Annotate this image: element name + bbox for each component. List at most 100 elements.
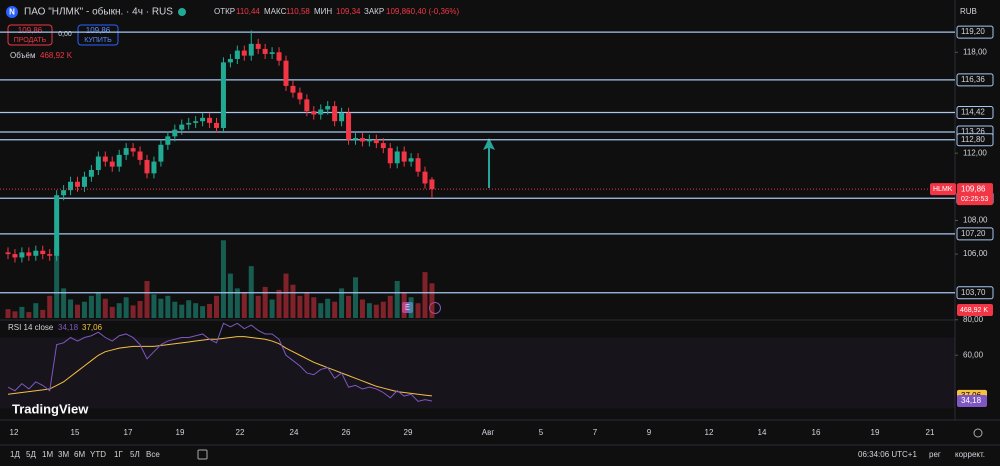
candle-body	[220, 62, 226, 128]
volume-bar	[269, 299, 275, 318]
rsi-tick-label: 80,00	[963, 315, 984, 324]
volume-bar	[429, 283, 435, 318]
volume-bar	[234, 288, 240, 318]
range-button[interactable]: 1М	[42, 450, 53, 459]
symbol-title[interactable]: ПАО "НЛМК" - обыкн. · 4ч · RUS	[24, 6, 173, 18]
volume-bar	[144, 281, 150, 318]
candle-body	[40, 250, 46, 255]
level-label: 103,70	[961, 288, 986, 297]
candle-body	[123, 148, 129, 155]
volume-bar	[19, 306, 25, 318]
earnings-letter: E	[405, 303, 410, 312]
candle-body	[311, 111, 317, 115]
volume-bar	[88, 295, 94, 318]
candle-body	[68, 181, 74, 191]
volume-bar	[401, 292, 407, 318]
range-button[interactable]: 5Л	[130, 450, 140, 459]
x-tick-label: 19	[176, 428, 185, 437]
volume-bar	[214, 295, 219, 318]
candle-body	[318, 109, 324, 115]
y-tick-label: 106,00	[963, 249, 988, 258]
range-button[interactable]: 6М	[74, 450, 85, 459]
session[interactable]: рег	[929, 450, 941, 459]
volume-bar	[297, 295, 303, 318]
calendar-icon[interactable]	[197, 449, 208, 460]
logo: TradingView	[12, 401, 89, 416]
volume-bar	[387, 295, 393, 318]
candle-body	[255, 43, 261, 49]
last-price: 109,86	[961, 184, 986, 193]
candle-body	[387, 148, 393, 164]
candle-body	[207, 117, 213, 123]
volume-bar	[54, 247, 60, 318]
volume-bar	[422, 272, 428, 318]
level-label-box	[956, 105, 994, 119]
symbol-icon-letter: N	[9, 8, 15, 17]
volume-bar	[193, 303, 199, 318]
range-button[interactable]: 1Д	[10, 450, 20, 459]
x-tick-label: 24	[290, 428, 299, 437]
candle-body	[422, 171, 428, 184]
rsi-ma-line	[7, 336, 433, 397]
volume-bar	[151, 294, 157, 318]
market-status	[178, 8, 186, 16]
range-button[interactable]: 3М	[58, 450, 69, 459]
candle-body	[75, 181, 80, 187]
candle-body	[47, 254, 53, 256]
x-tick-label: 19	[871, 428, 880, 437]
adjust[interactable]: коррект.	[955, 450, 985, 459]
ohlc-label: МИН	[314, 7, 332, 16]
candle-body	[248, 43, 254, 56]
candle-body	[179, 124, 185, 130]
rsi-title: RSI 14 close	[8, 323, 54, 332]
volume-bar	[262, 286, 268, 318]
candle-body	[276, 52, 282, 61]
candle-body	[373, 139, 379, 144]
volume-bar	[26, 312, 32, 318]
range-button[interactable]: YTD	[90, 450, 106, 459]
rsi-scale: 34,18	[961, 396, 982, 405]
range-button[interactable]: Все	[146, 450, 160, 459]
candle-body	[297, 92, 303, 100]
volume-scale-label: 468,92 K	[960, 307, 988, 314]
volume-bar	[33, 303, 39, 318]
range-button[interactable]: 5Д	[26, 450, 36, 459]
buy-button[interactable]	[77, 24, 119, 46]
level-label: 119,20	[961, 27, 985, 36]
currency[interactable]: RUB	[960, 7, 977, 16]
candle-body	[339, 112, 345, 122]
volume-bar	[290, 284, 296, 318]
candle-body	[401, 151, 407, 162]
x-tick-label: 12	[10, 428, 19, 437]
candle-body	[429, 179, 435, 190]
candle-body	[12, 254, 18, 258]
x-tick-label: 16	[812, 428, 821, 437]
rsi-tick-label: 60,00	[963, 350, 984, 359]
volume-bar	[68, 299, 74, 318]
settings-icon[interactable]	[973, 428, 983, 438]
candle-body	[227, 59, 233, 63]
candle-body	[144, 159, 150, 174]
candle-body	[116, 154, 122, 167]
x-tick-label: Авг	[482, 428, 495, 437]
symbol-tag: HLMK	[933, 186, 953, 193]
x-tick-label: 15	[71, 428, 80, 437]
buy-label: КУПИТЬ	[84, 37, 112, 44]
volume-bar	[255, 295, 261, 318]
candle-body	[304, 99, 310, 112]
volume-bar	[346, 295, 352, 318]
candle-body	[130, 148, 136, 152]
candle-body	[214, 122, 219, 128]
x-tick-label: 26	[342, 428, 351, 437]
symbol-tag-box	[930, 183, 956, 196]
sell-label: ПРОДАТЬ	[14, 37, 47, 44]
y-tick-label: 118,00	[963, 47, 987, 56]
candle-body	[26, 252, 32, 256]
sell-button[interactable]	[7, 24, 53, 46]
level-label-box	[956, 286, 994, 300]
buy-price: 109,86	[86, 26, 111, 35]
range-button[interactable]: 1Г	[114, 450, 123, 459]
candle-body	[332, 106, 338, 122]
volume-bar	[220, 240, 226, 318]
